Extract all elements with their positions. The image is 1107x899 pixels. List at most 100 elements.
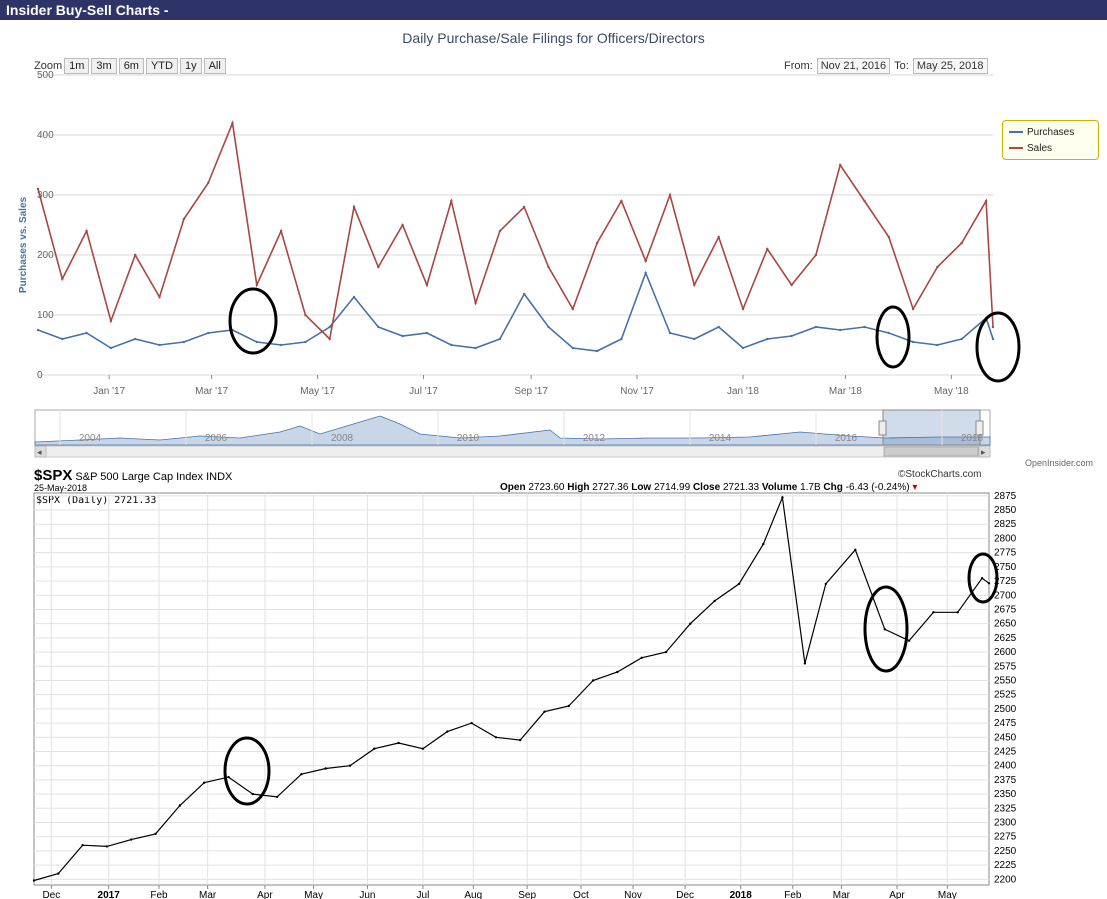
data-point	[182, 340, 186, 344]
change-value: -6.43 (-0.24%)	[845, 482, 910, 493]
x-tick-label: May	[938, 890, 957, 899]
x-tick-label: Jan '18	[727, 386, 759, 397]
data-point	[543, 710, 546, 713]
scrollbar-track[interactable]	[34, 445, 991, 458]
x-tick-label: Jun	[359, 890, 375, 899]
data-point	[352, 205, 356, 209]
data-point	[134, 253, 137, 257]
zoom-all-button[interactable]: All	[203, 58, 226, 74]
data-point	[790, 283, 793, 287]
zoom-controls: Zoom 1m 3m 6m YTD 1y All	[34, 58, 226, 74]
data-point	[766, 247, 769, 251]
x-tick-label: Nov	[624, 890, 642, 899]
x-tick-label: Apr	[257, 890, 273, 899]
x-tick-label: Dec	[676, 890, 694, 899]
navigator-selection[interactable]	[882, 409, 981, 446]
data-point	[32, 879, 36, 882]
x-tick-label: Aug	[464, 890, 482, 899]
series-line-price	[33, 495, 990, 882]
data-point	[887, 235, 890, 239]
data-point	[664, 650, 668, 654]
data-point	[130, 838, 133, 841]
zoom-6m-button[interactable]: 6m	[118, 58, 144, 74]
data-point	[595, 241, 599, 245]
data-point	[304, 313, 307, 317]
ohlc-readout: Open 2723.60 High 2727.36 Low 2714.99 Cl…	[500, 482, 918, 493]
navigator-left-handle[interactable]	[878, 420, 887, 436]
data-point	[203, 781, 206, 784]
data-point	[446, 730, 449, 733]
scrollbar-thumb[interactable]	[883, 446, 979, 457]
data-point	[547, 325, 550, 329]
y-tick-label: 2675	[994, 604, 1017, 615]
data-point	[523, 292, 526, 296]
data-point	[839, 163, 842, 167]
y-tick-label: 2850	[994, 505, 1017, 516]
plot-frame	[33, 492, 990, 886]
zoom-3m-button[interactable]: 3m	[91, 58, 117, 74]
data-point	[255, 340, 258, 344]
from-date-input[interactable]: Nov 21, 2016	[816, 58, 891, 74]
data-point	[644, 259, 647, 263]
data-point	[713, 599, 716, 603]
y-tick-label: 2875	[994, 491, 1017, 502]
y-tick-label: 2550	[994, 675, 1017, 686]
y-tick-label: 2825	[994, 519, 1017, 530]
chart-legend: Purchases Sales	[1002, 120, 1099, 160]
data-point	[987, 582, 991, 585]
data-point	[36, 187, 40, 191]
legend-item-purchases[interactable]: Purchases	[1009, 124, 1092, 140]
legend-item-sales[interactable]: Sales	[1009, 140, 1092, 156]
data-point	[158, 343, 161, 347]
to-date-input[interactable]: May 25, 2018	[912, 58, 988, 74]
data-point	[980, 577, 984, 580]
high-value: 2727.36	[592, 482, 629, 493]
x-tick-label: Jan '17	[93, 386, 125, 397]
y-tick-label: 2225	[994, 860, 1017, 871]
data-point	[328, 325, 331, 329]
x-tick-label: Mar	[199, 890, 217, 899]
y-tick-label: 2400	[994, 761, 1017, 772]
zoom-1m-button[interactable]: 1m	[64, 58, 90, 74]
data-point	[803, 662, 807, 665]
data-point	[911, 340, 915, 344]
scrollbar-right-button[interactable]	[978, 445, 991, 458]
spx-price-chart: 2200 2225 2250 2275 2300 2325 2350 2375 2400 2425…	[32, 491, 1017, 899]
data-point	[61, 277, 64, 281]
data-point	[109, 319, 113, 323]
highlight-circle	[875, 305, 911, 369]
data-point	[936, 343, 939, 347]
series-line-purchases	[37, 270, 994, 352]
scrollbar-left-button[interactable]	[34, 445, 47, 458]
data-point	[36, 328, 40, 332]
zoom-ytd-button[interactable]: YTD	[145, 58, 178, 74]
stockcharts-brand: ©StockCharts.com	[898, 469, 982, 480]
data-point	[207, 331, 210, 335]
y-tick-label: 2525	[994, 690, 1017, 701]
data-point	[781, 496, 784, 499]
data-point	[907, 639, 911, 642]
y-tick-label: 2775	[994, 548, 1017, 559]
navigator-year-label: 2004	[79, 433, 102, 444]
data-point	[207, 181, 210, 185]
data-point	[57, 872, 60, 875]
data-point	[737, 582, 741, 586]
y-tick-label: 2500	[994, 704, 1017, 715]
data-point	[304, 340, 307, 344]
y-tick-label: 2425	[994, 746, 1017, 757]
data-point	[348, 764, 352, 767]
y-tick-label: 200	[37, 250, 54, 261]
data-point	[498, 337, 502, 341]
data-point	[571, 346, 574, 350]
data-point	[991, 325, 995, 329]
zoom-1y-button[interactable]: 1y	[179, 58, 202, 74]
legend-label: Sales	[1027, 142, 1053, 154]
data-point	[571, 307, 574, 311]
data-point	[960, 241, 963, 245]
navigator-right-handle[interactable]	[975, 420, 984, 436]
x-tick-label: Jul '17	[409, 386, 438, 397]
x-tick-label: Feb	[784, 890, 802, 899]
navigator-series	[34, 415, 991, 446]
data-point	[401, 223, 404, 227]
x-tick-label: Apr	[889, 890, 905, 899]
